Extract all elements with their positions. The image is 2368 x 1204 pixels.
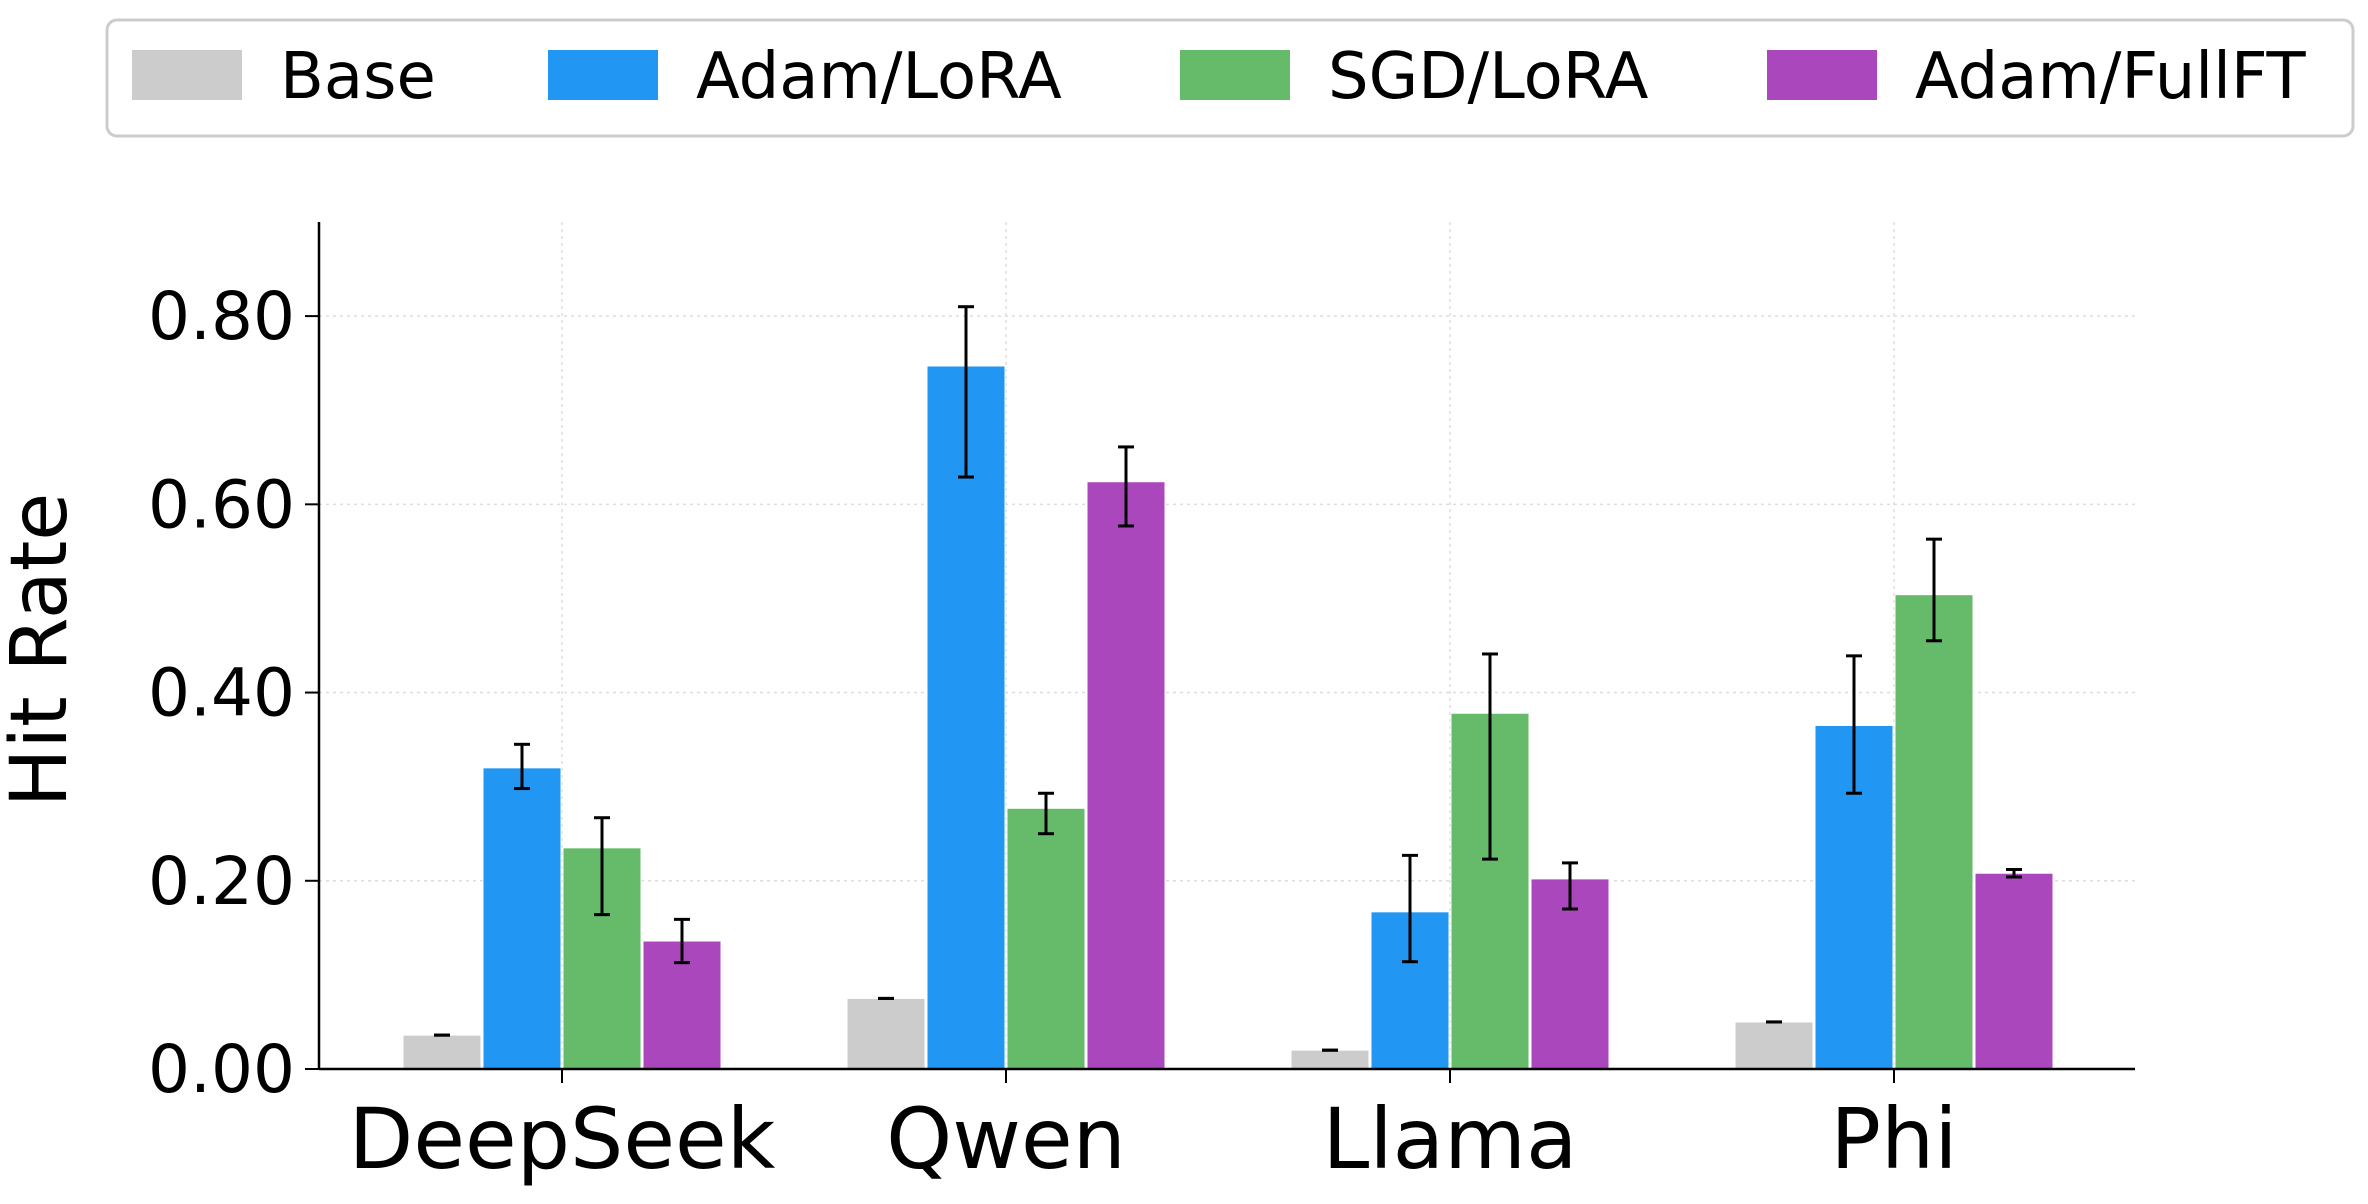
axes — [317, 222, 2135, 1071]
error-bar — [1562, 861, 1578, 911]
y-tick-label: 0.20 — [148, 843, 295, 920]
bar — [846, 997, 926, 1070]
error-bar — [1402, 853, 1418, 964]
error-bar — [1038, 791, 1054, 836]
legend-swatch — [132, 50, 242, 100]
bar — [1290, 1049, 1370, 1070]
error-bars — [434, 305, 2022, 1052]
y-tick-label: 0.40 — [148, 655, 295, 732]
x-tick-label: Llama — [1323, 1090, 1578, 1188]
ticks: 0.00 0.20 0.40 0.60 0.80 DeepSeek Qwen Llama Phi — [148, 278, 1958, 1188]
bar — [926, 365, 1006, 1070]
error-bar — [2006, 867, 2022, 879]
legend-swatch — [1767, 50, 1877, 100]
error-bar — [1482, 652, 1498, 861]
y-tick-label: 0.60 — [148, 466, 295, 543]
x-tick-label: DeepSeek — [349, 1090, 776, 1188]
legend-swatch — [1180, 50, 1290, 100]
y-tick-label: 0.80 — [148, 278, 295, 355]
error-bar — [958, 305, 974, 479]
bars — [402, 365, 2054, 1070]
legend-swatch — [548, 50, 658, 100]
bar — [1086, 481, 1166, 1070]
x-tick-label: Qwen — [886, 1090, 1126, 1188]
bar — [1974, 872, 2054, 1070]
bar — [482, 767, 562, 1070]
legend-item: Base — [132, 40, 436, 114]
error-bar — [674, 917, 690, 965]
error-bar — [1926, 537, 1942, 643]
legend-item: SGD/LoRA — [1180, 40, 1649, 114]
legend-item: Adam/LoRA — [548, 40, 1062, 114]
x-tick-label: Phi — [1830, 1090, 1957, 1188]
error-bar — [1846, 654, 1862, 795]
legend-item: Adam/FullFT — [1767, 40, 2307, 114]
bar — [1006, 807, 1086, 1070]
error-bar — [594, 816, 610, 917]
bar — [1530, 878, 1610, 1070]
legend-label: SGD/LoRA — [1328, 40, 1649, 114]
bar — [1734, 1021, 1814, 1070]
bar — [402, 1034, 482, 1070]
bar — [1894, 594, 1974, 1070]
legend-label: Adam/FullFT — [1915, 40, 2307, 114]
legend: Base Adam/LoRA SGD/LoRA Adam/FullFT — [105, 18, 2355, 138]
legend-label: Adam/LoRA — [696, 40, 1062, 114]
y-axis-title: Hit Rate — [0, 493, 85, 808]
y-tick-label: 0.00 — [148, 1031, 295, 1108]
legend-label: Base — [280, 40, 436, 114]
error-bar — [1118, 445, 1134, 528]
error-bar — [514, 742, 530, 791]
